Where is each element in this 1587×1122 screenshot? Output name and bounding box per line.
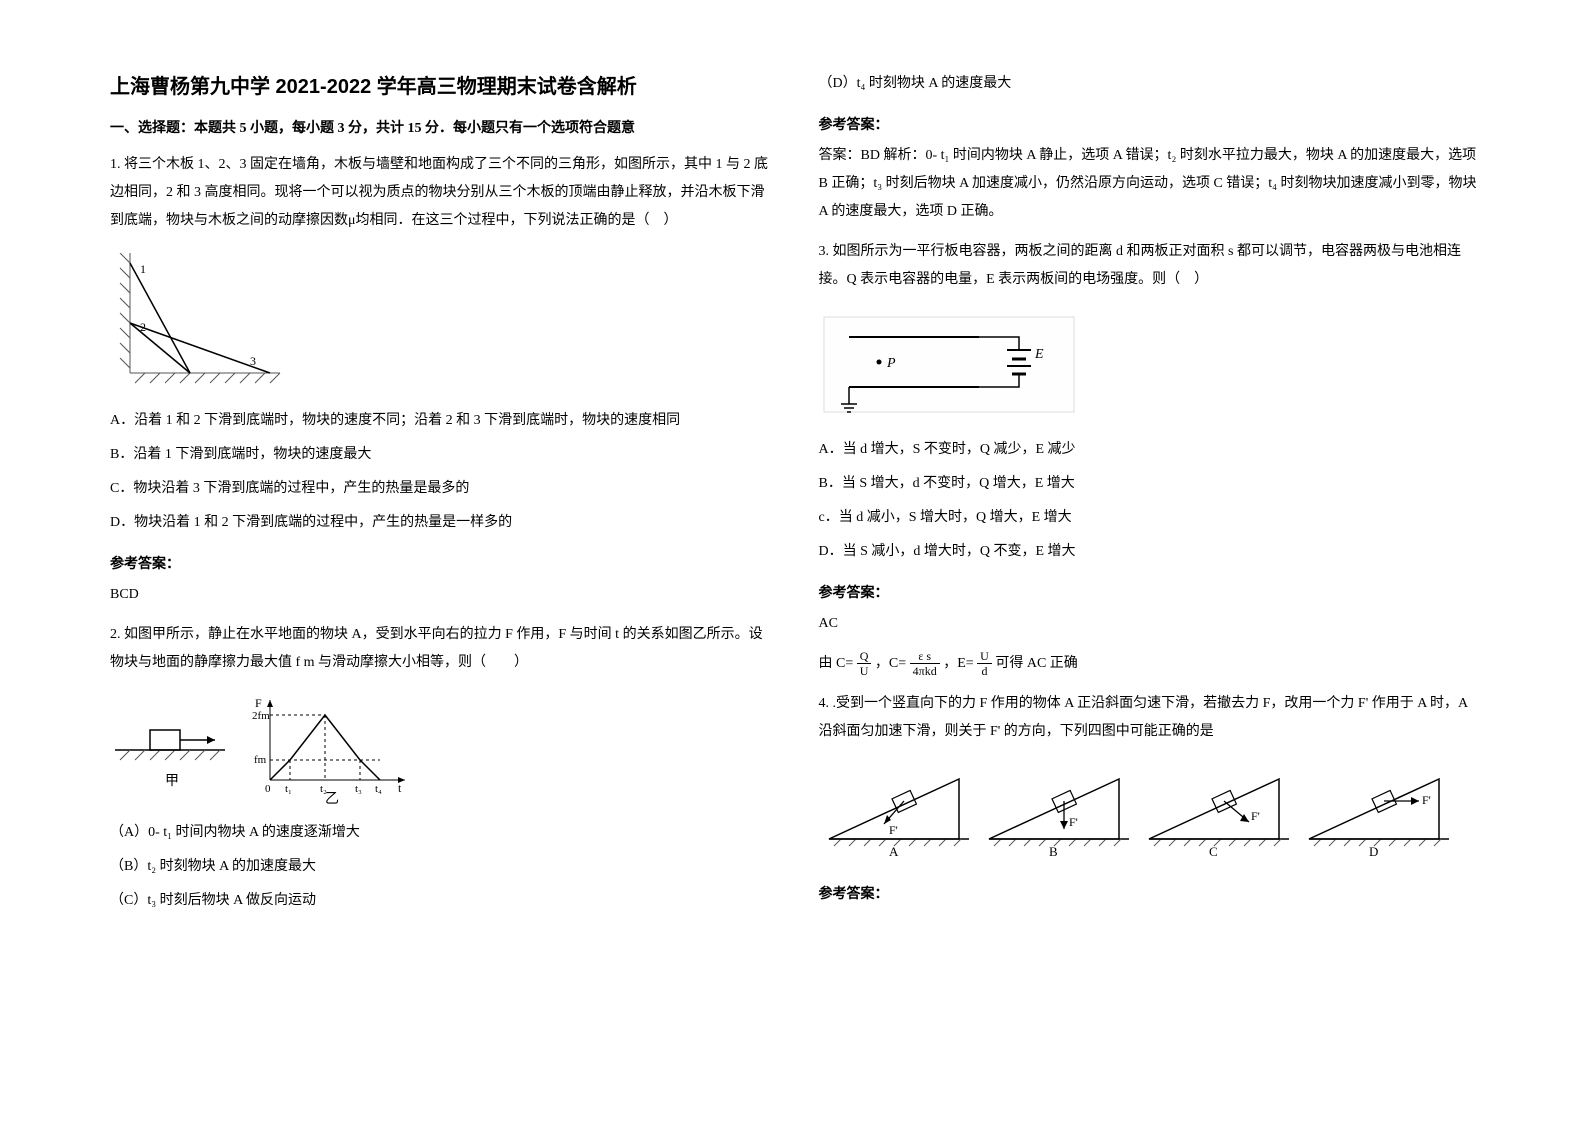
fig4-F-D: F': [1422, 793, 1431, 807]
explain-text: 由 C=: [819, 656, 854, 671]
fig4-label-A: A: [889, 844, 899, 859]
q2-answer-label: 参考答案：: [819, 114, 1478, 134]
q2-answer: 答案：BD 解析：0- t₁ 时间内物块 A 静止，选项 A 错误；t₂ 时刻水…: [819, 142, 1478, 226]
doc-title: 上海曹杨第九中学 2021-2022 学年高三物理期末试卷含解析: [110, 70, 769, 99]
q2-optD: （D）t₄ 时刻物块 A 的速度最大: [819, 70, 1478, 98]
q3-stem: 3. 如图所示为一平行板电容器，两板之间的距离 d 和两板正对面积 s 都可以调…: [819, 238, 1478, 294]
q3-figure: E P: [819, 312, 1478, 422]
explain-text: 可得 AC 正确: [995, 656, 1077, 671]
q1-answer-label: 参考答案：: [110, 553, 769, 573]
q3-explain: 由 C= QU ，C= ε s4πkd ，E= Ud 可得 AC 正确: [819, 650, 1478, 678]
q1-optB: B．沿着 1 下滑到底端时，物块的速度最大: [110, 441, 769, 469]
fig2-t1: t₁: [285, 783, 292, 795]
q1-figure: 1 2 3: [110, 253, 769, 393]
q2-figure: 甲 F 2fm fm 0 t₁ t₂ t₃ t₄ t 乙: [110, 695, 769, 805]
q3-answer: AC: [819, 610, 1478, 638]
fig4-F-A: F': [889, 823, 898, 837]
q1-optA: A．沿着 1 和 2 下滑到底端时，物块的速度不同；沿着 2 和 3 下滑到底端…: [110, 407, 769, 435]
fig2-t4: t₄: [375, 783, 382, 795]
svg-text:0: 0: [265, 783, 271, 795]
explain-text: ，C=: [875, 656, 906, 671]
q4-figure: F' A F' B: [819, 764, 1478, 859]
fraction-icon: ε s4πkd: [910, 650, 940, 677]
fraction-icon: QU: [857, 650, 872, 677]
q1-optD: D．物块沿着 1 和 2 下滑到底端的过程中，产生的热量是一样多的: [110, 509, 769, 537]
fig2-label-jia: 甲: [165, 774, 179, 789]
fig-label-2: 2: [140, 320, 146, 334]
fig-label-1: 1: [140, 262, 146, 276]
fig2-t: t: [398, 781, 402, 795]
fig4-label-C: C: [1209, 844, 1218, 859]
section-heading: 一、选择题：本题共 5 小题，每小题 3 分，共计 15 分．每小题只有一个选项…: [110, 117, 769, 137]
fig4-label-B: B: [1049, 844, 1058, 859]
q2-stem: 2. 如图甲所示，静止在水平地面的物块 A，受到水平向右的拉力 F 作用，F 与…: [110, 621, 769, 677]
fig2-t3: t₃: [355, 783, 362, 795]
fig4-F-B: F': [1069, 815, 1078, 829]
fig2-2f: 2fm: [252, 710, 270, 722]
fraction-icon: Ud: [977, 650, 992, 677]
fig2-f: fm: [254, 754, 267, 766]
fig3-E: E: [1034, 347, 1044, 362]
fig2-F: F: [255, 696, 262, 710]
q1-stem: 1. 将三个木板 1、2、3 固定在墙角，木板与墙壁和地面构成了三个不同的三角形…: [110, 151, 769, 235]
right-column: （D）t₄ 时刻物块 A 的速度最大 参考答案： 答案：BD 解析：0- t₁ …: [819, 70, 1478, 1082]
q4-answer-label: 参考答案：: [819, 883, 1478, 903]
q2-optC: （C）t₃ 时刻后物块 A 做反向运动: [110, 887, 769, 915]
q3-optA: A．当 d 增大，S 不变时，Q 减少，E 减少: [819, 436, 1478, 464]
fig4-F-C: F': [1251, 809, 1260, 823]
q2-optA: （A）0- t₁ 时间内物块 A 的速度逐渐增大: [110, 819, 769, 847]
fig-label-3: 3: [250, 354, 256, 368]
fig2-label-yi: 乙: [325, 791, 339, 805]
q4-stem: 4. .受到一个竖直向下的力 F 作用的物体 A 正沿斜面匀速下滑，若撤去力 F…: [819, 690, 1478, 746]
explain-text: ，E=: [943, 656, 973, 671]
q1-answer: BCD: [110, 581, 769, 609]
q1-optC: C．物块沿着 3 下滑到底端的过程中，产生的热量是最多的: [110, 475, 769, 503]
q3-optD: D．当 S 减小，d 增大时，Q 不变，E 增大: [819, 538, 1478, 566]
left-column: 上海曹杨第九中学 2021-2022 学年高三物理期末试卷含解析 一、选择题：本…: [110, 70, 769, 1082]
q3-optC: c．当 d 减小，S 增大时，Q 增大，E 增大: [819, 504, 1478, 532]
q2-optB: （B）t₂ 时刻物块 A 的加速度最大: [110, 853, 769, 881]
fig3-P: P: [886, 356, 896, 371]
q3-answer-label: 参考答案：: [819, 582, 1478, 602]
q3-optB: B．当 S 增大，d 不变时，Q 增大，E 增大: [819, 470, 1478, 498]
fig4-label-D: D: [1369, 844, 1378, 859]
